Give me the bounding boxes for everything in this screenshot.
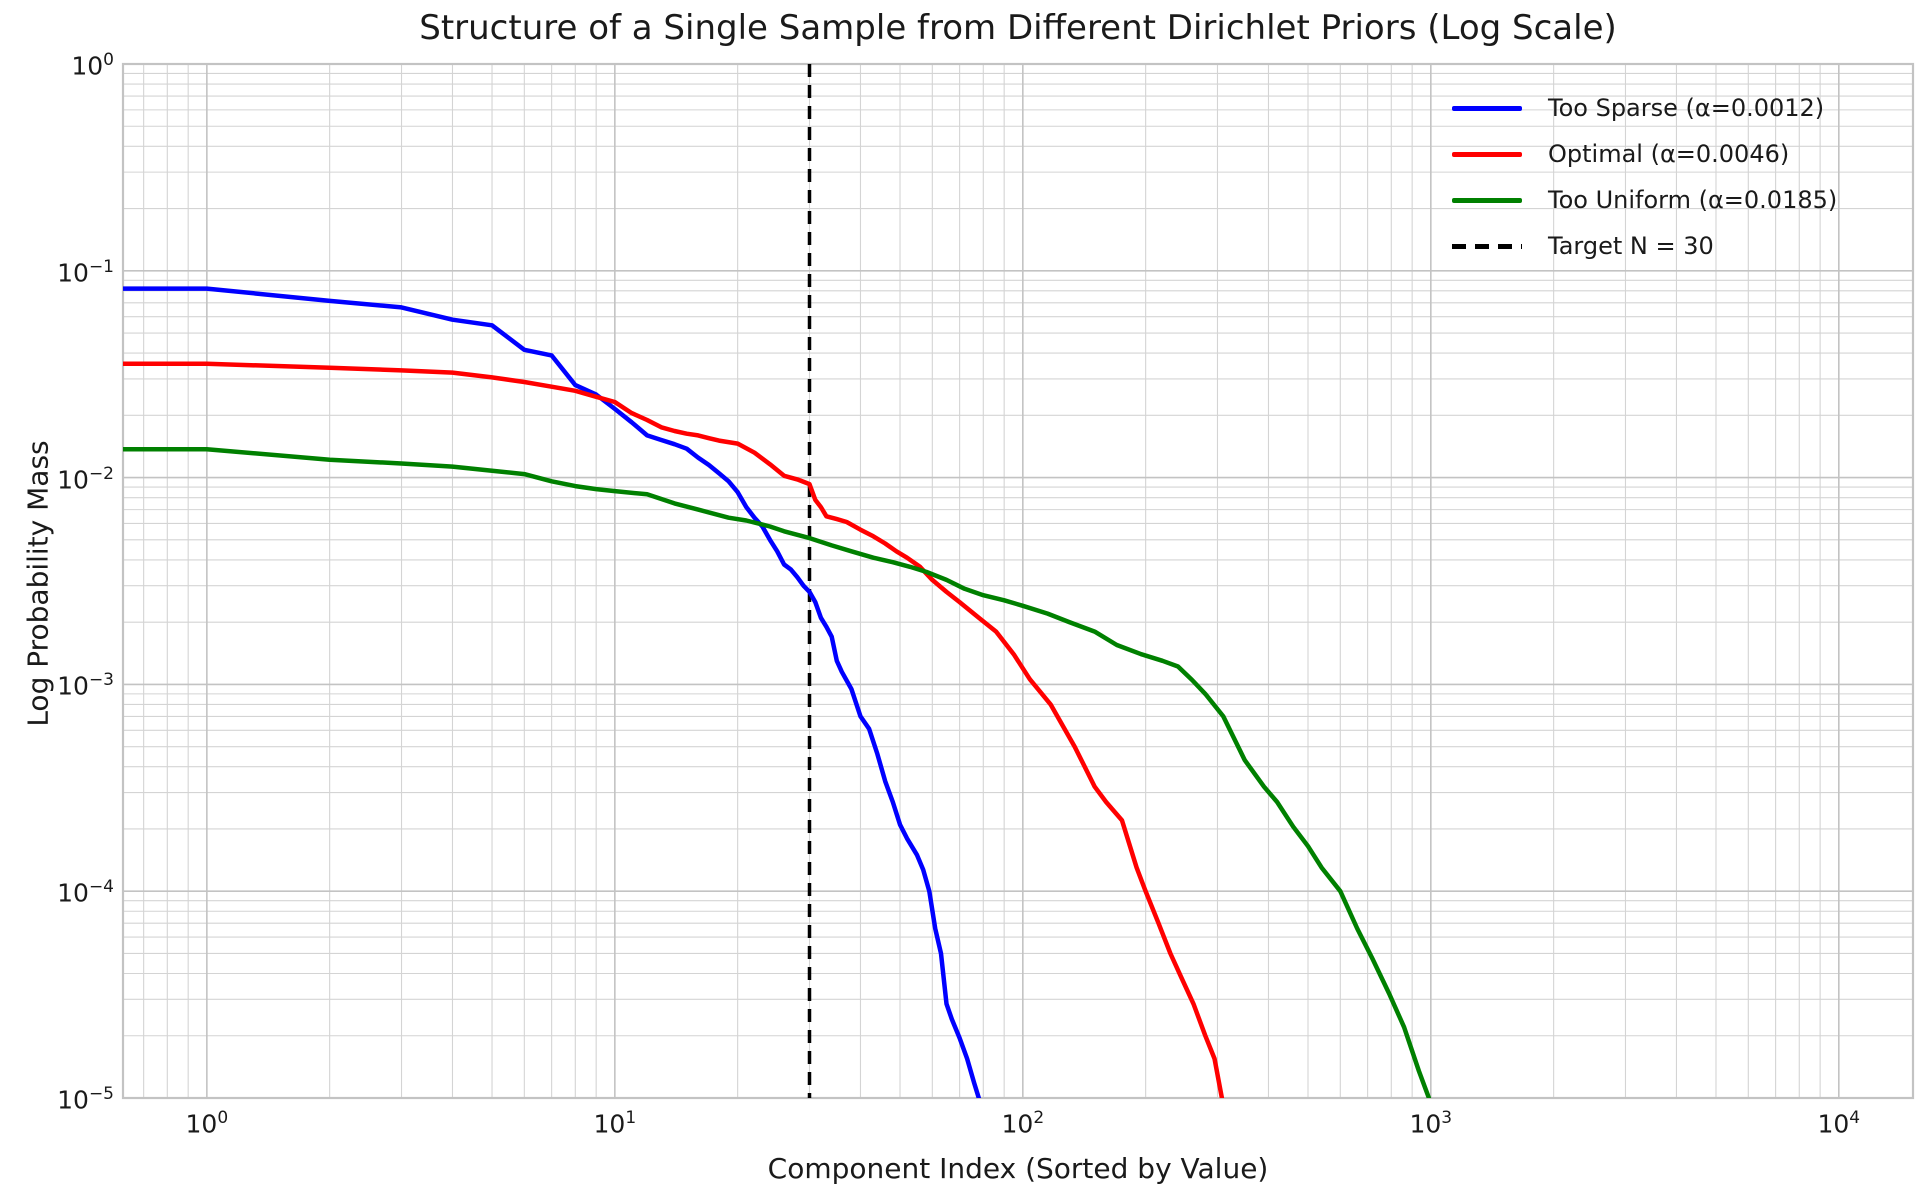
legend-line-sample-dashed <box>1452 243 1522 249</box>
y-axis-label: Log Probability Mass <box>21 440 55 727</box>
legend-line-sample-red <box>1452 151 1522 157</box>
y-tick-label: 10−5 <box>57 1084 114 1115</box>
x-axis-label: Component Index (Sorted by Value) <box>767 1152 1269 1185</box>
legend-line-sample-blue <box>1452 105 1522 111</box>
y-tick-label: 100 <box>71 50 114 81</box>
y-tick-label: 10−2 <box>57 463 114 494</box>
legend-label: Optimal (α=0.0046) <box>1548 140 1790 168</box>
series-line-2 <box>123 447 1432 1098</box>
legend-item-too-sparse: Too Sparse (α=0.0012) <box>1452 85 1837 131</box>
legend-item-target-n: Target N = 30 <box>1452 223 1837 269</box>
legend-line-sample-green <box>1452 197 1522 203</box>
x-tick-label: 104 <box>1817 1108 1861 1139</box>
legend-label: Too Uniform (α=0.0185) <box>1548 186 1838 214</box>
x-tick-label: 102 <box>1001 1108 1045 1139</box>
y-tick-label: 10−1 <box>57 256 114 288</box>
plot-border <box>121 62 1915 1100</box>
legend-item-optimal: Optimal (α=0.0046) <box>1452 131 1837 177</box>
legend-item-too-uniform: Too Uniform (α=0.0185) <box>1452 177 1837 223</box>
y-tick-label: 10−4 <box>57 877 114 908</box>
x-tick-label: 103 <box>1409 1108 1453 1139</box>
legend: Too Sparse (α=0.0012) Optimal (α=0.0046)… <box>1452 85 1837 269</box>
series-line-1 <box>123 361 1225 1098</box>
x-tick-label: 100 <box>185 1108 229 1139</box>
chart-title: Structure of a Single Sample from Differ… <box>419 8 1617 48</box>
y-tick-label: 10−3 <box>57 670 114 701</box>
legend-label: Target N = 30 <box>1548 232 1714 260</box>
x-tick-label: 101 <box>593 1108 637 1139</box>
legend-label: Too Sparse (α=0.0012) <box>1548 94 1825 122</box>
